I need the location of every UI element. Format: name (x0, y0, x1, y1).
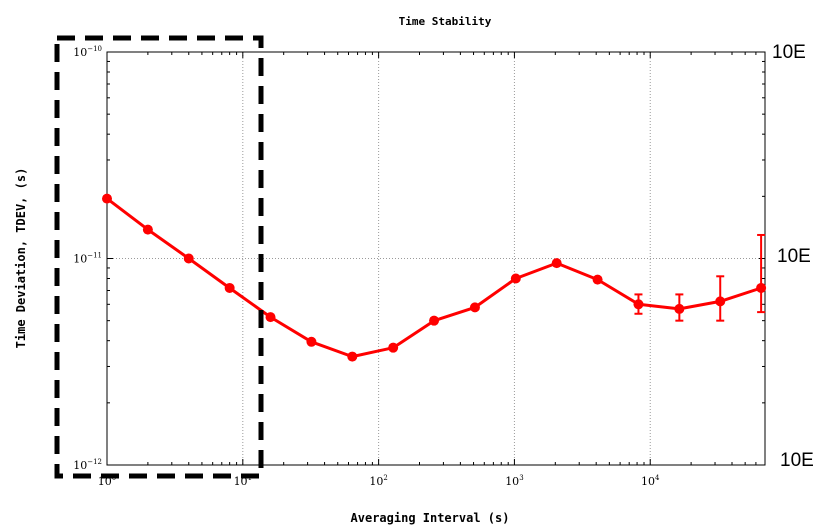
data-point (674, 303, 685, 314)
data-point (347, 351, 358, 362)
x-tick-label: 103 (505, 474, 523, 488)
grid-lines (107, 52, 765, 465)
data-point (756, 282, 767, 293)
x-tick-label: 102 (369, 474, 387, 488)
y-tick-label: 10−11 (73, 252, 102, 266)
plot-border (106, 51, 766, 466)
data-point (429, 315, 440, 326)
right-label-top: 10E (772, 42, 806, 63)
dashed-highlight-rect (54, 35, 264, 479)
data-point (306, 336, 317, 347)
data-point (469, 302, 480, 313)
data-series (102, 193, 767, 362)
data-point (183, 253, 194, 264)
plot-frame (106, 51, 766, 466)
x-tick-label: 104 (641, 474, 660, 488)
highlight-box (54, 35, 264, 479)
data-point (551, 258, 562, 269)
chart-title: Time Stability (399, 15, 492, 28)
y-tick-label: 10−12 (73, 458, 102, 472)
data-point (224, 282, 235, 293)
right-label-middle: 10E (777, 246, 811, 267)
y-tick-labels: 10−12 10−11 10−10 (73, 45, 102, 472)
data-point (715, 296, 726, 307)
x-axis-label: Averaging Interval (s) (351, 511, 510, 525)
data-point (388, 342, 399, 353)
y-tick-label: 10−10 (73, 45, 102, 59)
data-point (102, 193, 112, 204)
right-label-bottom: 10E (780, 450, 814, 471)
data-point (510, 273, 521, 284)
series-line (106, 197, 762, 359)
data-point (633, 299, 644, 310)
data-point (592, 274, 603, 285)
data-point (142, 224, 153, 235)
data-point (265, 312, 276, 323)
x-tick-labels: 100 101 102 103 104 (98, 474, 660, 488)
y-axis-label: Time Deviation, TDEV, (s) (14, 168, 28, 349)
